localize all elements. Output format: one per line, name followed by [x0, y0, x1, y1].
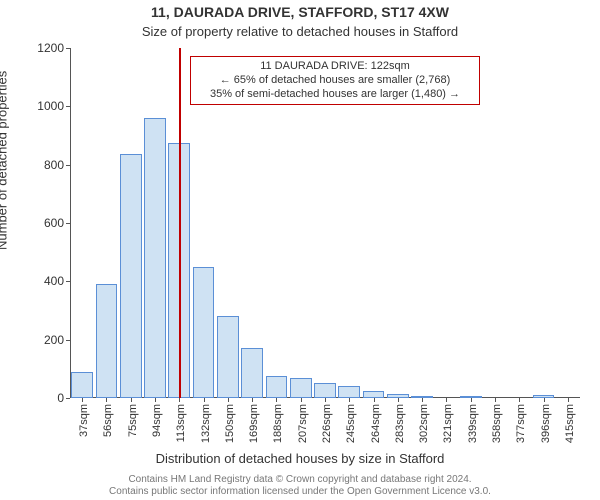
title-main: 11, DAURADA DRIVE, STAFFORD, ST17 4XW	[0, 4, 600, 20]
xtick-label: 113sqm	[175, 404, 187, 442]
ytick-mark	[66, 106, 70, 107]
bar	[290, 378, 312, 398]
xtick-mark	[374, 398, 375, 402]
xtick-label: 245sqm	[345, 404, 357, 443]
xtick-mark	[131, 398, 132, 402]
bar	[241, 348, 263, 398]
xtick-mark	[228, 398, 229, 402]
xtick-mark	[422, 398, 423, 402]
xtick-mark	[252, 398, 253, 402]
xtick-mark	[398, 398, 399, 402]
bar	[193, 267, 215, 398]
annotation-line-2: ← 65% of detached houses are smaller (2,…	[197, 74, 473, 88]
footer-attribution: Contains HM Land Registry data © Crown c…	[0, 474, 600, 498]
xtick-label: 75sqm	[127, 404, 139, 437]
xtick-mark	[349, 398, 350, 402]
annotation-line-1: 11 DAURADA DRIVE: 122sqm	[197, 60, 473, 74]
footer-line-1: Contains HM Land Registry data © Crown c…	[0, 474, 600, 486]
xtick-label: 358sqm	[491, 404, 503, 443]
xtick-mark	[179, 398, 180, 402]
bar	[338, 386, 360, 398]
xtick-label: 56sqm	[102, 404, 114, 437]
xtick-mark	[325, 398, 326, 402]
ytick-mark	[66, 48, 70, 49]
plot-area: 02004006008001000120037sqm56sqm75sqm94sq…	[70, 48, 580, 398]
property-marker-line	[179, 48, 181, 398]
bar	[144, 118, 166, 398]
x-axis-label: Distribution of detached houses by size …	[0, 451, 600, 466]
chart-container: 11, DAURADA DRIVE, STAFFORD, ST17 4XW Si…	[0, 0, 600, 500]
ytick-mark	[66, 223, 70, 224]
xtick-mark	[276, 398, 277, 402]
xtick-mark	[301, 398, 302, 402]
bar	[314, 383, 336, 398]
xtick-label: 377sqm	[515, 404, 527, 443]
title-sub: Size of property relative to detached ho…	[0, 24, 600, 39]
bar	[71, 372, 93, 398]
xtick-label: 283sqm	[394, 404, 406, 443]
xtick-mark	[544, 398, 545, 402]
annotation-line-3: 35% of semi-detached houses are larger (…	[197, 88, 473, 102]
ytick-mark	[66, 281, 70, 282]
xtick-label: 339sqm	[467, 404, 479, 443]
ytick-mark	[66, 398, 70, 399]
xtick-label: 150sqm	[224, 404, 236, 443]
xtick-label: 169sqm	[248, 404, 260, 443]
bar	[217, 316, 239, 398]
xtick-mark	[204, 398, 205, 402]
xtick-label: 132sqm	[200, 404, 212, 443]
bar	[96, 284, 118, 398]
xtick-mark	[519, 398, 520, 402]
xtick-label: 94sqm	[151, 404, 163, 437]
bar	[363, 391, 385, 398]
xtick-label: 226sqm	[321, 404, 333, 443]
xtick-label: 415sqm	[564, 404, 576, 443]
xtick-mark	[106, 398, 107, 402]
xtick-label: 37sqm	[78, 404, 90, 437]
xtick-label: 207sqm	[297, 404, 309, 443]
xtick-mark	[82, 398, 83, 402]
xtick-label: 264sqm	[370, 404, 382, 443]
xtick-mark	[446, 398, 447, 402]
ytick-mark	[66, 340, 70, 341]
xtick-label: 321sqm	[442, 404, 454, 443]
annotation-box: 11 DAURADA DRIVE: 122sqm← 65% of detache…	[190, 56, 480, 105]
xtick-label: 188sqm	[272, 404, 284, 443]
footer-line-2: Contains public sector information licen…	[0, 486, 600, 498]
xtick-label: 302sqm	[418, 404, 430, 443]
ytick-mark	[66, 165, 70, 166]
xtick-mark	[568, 398, 569, 402]
bar	[120, 154, 142, 398]
y-axis-label: Number of detached properties	[0, 71, 10, 250]
xtick-label: 396sqm	[540, 404, 552, 443]
xtick-mark	[495, 398, 496, 402]
bar	[266, 376, 288, 398]
xtick-mark	[471, 398, 472, 402]
xtick-mark	[155, 398, 156, 402]
